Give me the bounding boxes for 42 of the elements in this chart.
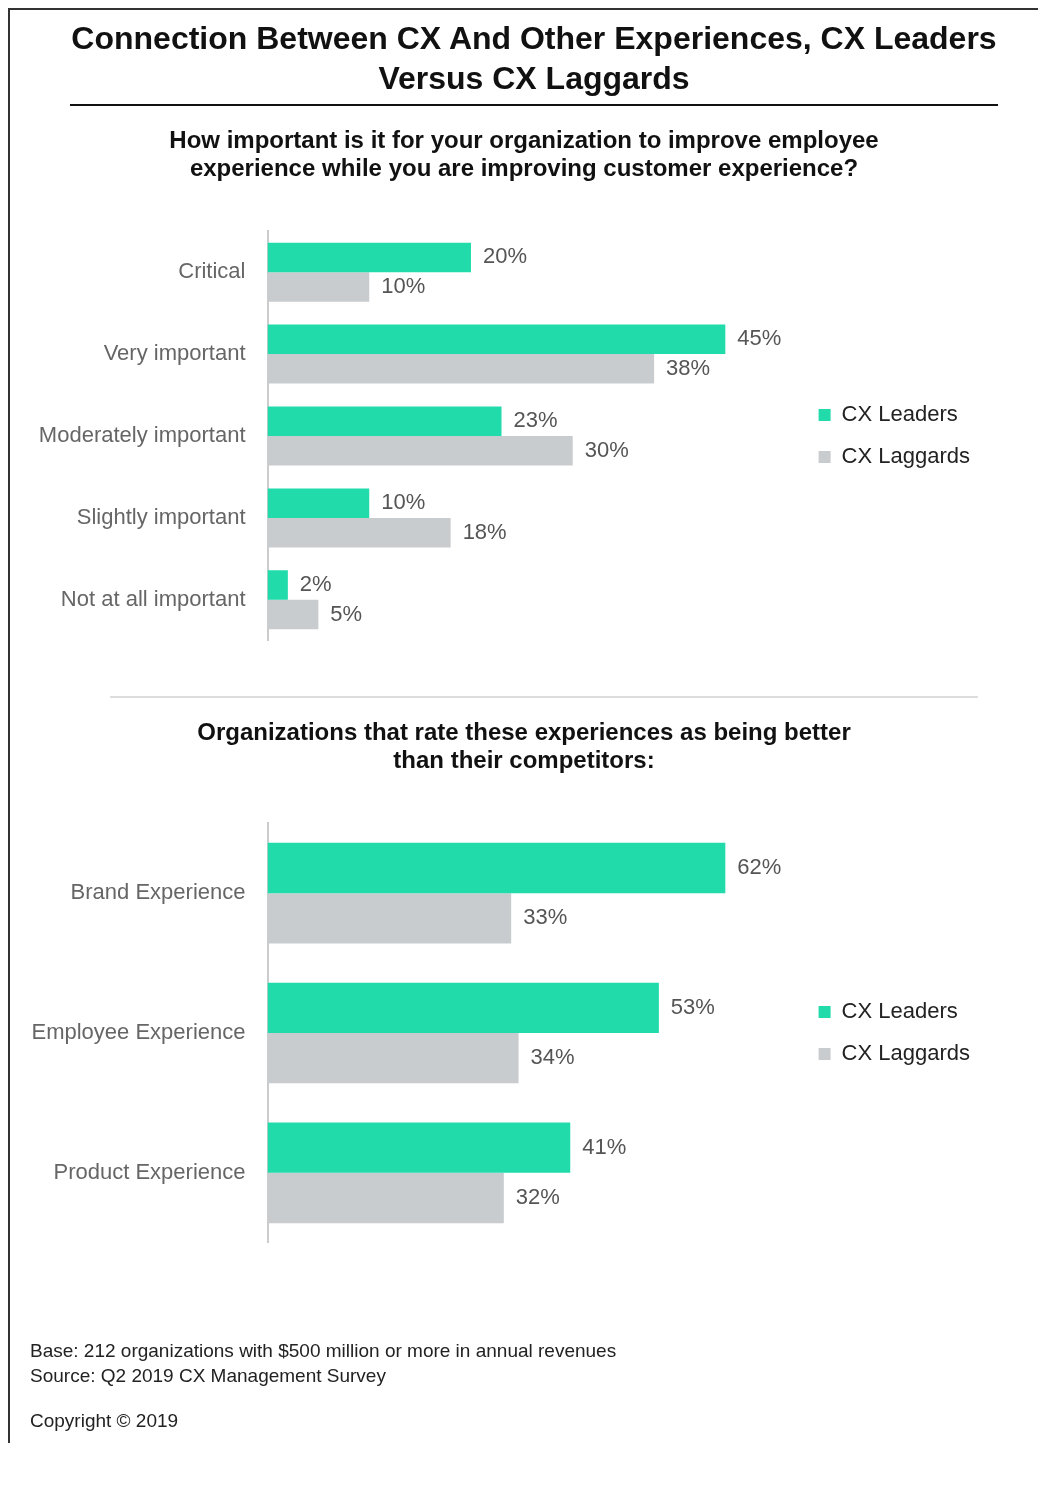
bar	[267, 842, 726, 894]
data-label: 30%	[584, 436, 629, 462]
data-label: 5%	[330, 600, 363, 626]
data-label: 2%	[299, 571, 332, 597]
y-tick-label: Very important	[103, 340, 246, 366]
data-label: 45%	[737, 325, 782, 351]
legend-label: CX Leaders	[841, 998, 958, 1024]
data-label: 10%	[381, 489, 426, 515]
chart-title: Organizations that rate these experiences as being better than their competitors:	[196, 718, 852, 774]
text: Copyright © 2019	[30, 1409, 180, 1433]
chart-subtitle: How important is it for your organization to improve employee experience while you are improving customer experience?	[168, 126, 880, 182]
y-tick-label: Slightly important	[76, 503, 246, 529]
text: Base: 212 organizations with $500 million or more in annual revenues	[30, 1339, 618, 1363]
y-tick-label: Employee Experience	[31, 1019, 246, 1045]
chart-title: Connection Between CX And Other Experiences, CX Leaders Versus CX Laggards	[70, 18, 998, 106]
y-tick-label: Moderately important	[38, 422, 246, 448]
source-note: Source: Q2 2019 CX Management Survey	[30, 1364, 387, 1388]
legend-label: CX Laggards	[841, 443, 971, 469]
bar	[267, 982, 659, 1033]
data-label: 10%	[381, 272, 426, 298]
y-tick-label: Product Experience	[53, 1158, 246, 1184]
bar	[267, 1122, 571, 1173]
data-label: 32%	[515, 1184, 560, 1210]
y-tick-label: Brand Experience	[70, 879, 246, 905]
y-tick-label: Not at all important	[60, 585, 246, 611]
bar	[267, 324, 726, 355]
data-label: 62%	[737, 854, 782, 880]
bar	[267, 406, 502, 436]
y-tick-label: Critical	[178, 258, 246, 284]
legend-label: CX Leaders	[841, 401, 958, 427]
data-label: 20%	[482, 243, 528, 269]
bar	[267, 242, 471, 273]
legend-label: CX Laggards	[841, 1040, 971, 1066]
bar	[267, 570, 288, 600]
data-label: 23%	[513, 407, 558, 433]
data-label: 34%	[530, 1044, 575, 1070]
bar	[267, 488, 370, 518]
data-label: 53%	[670, 993, 715, 1019]
data-label: 18%	[462, 518, 507, 544]
data-label: 33%	[523, 904, 568, 930]
data-label: 38%	[666, 354, 711, 380]
data-label: 41%	[582, 1133, 627, 1159]
